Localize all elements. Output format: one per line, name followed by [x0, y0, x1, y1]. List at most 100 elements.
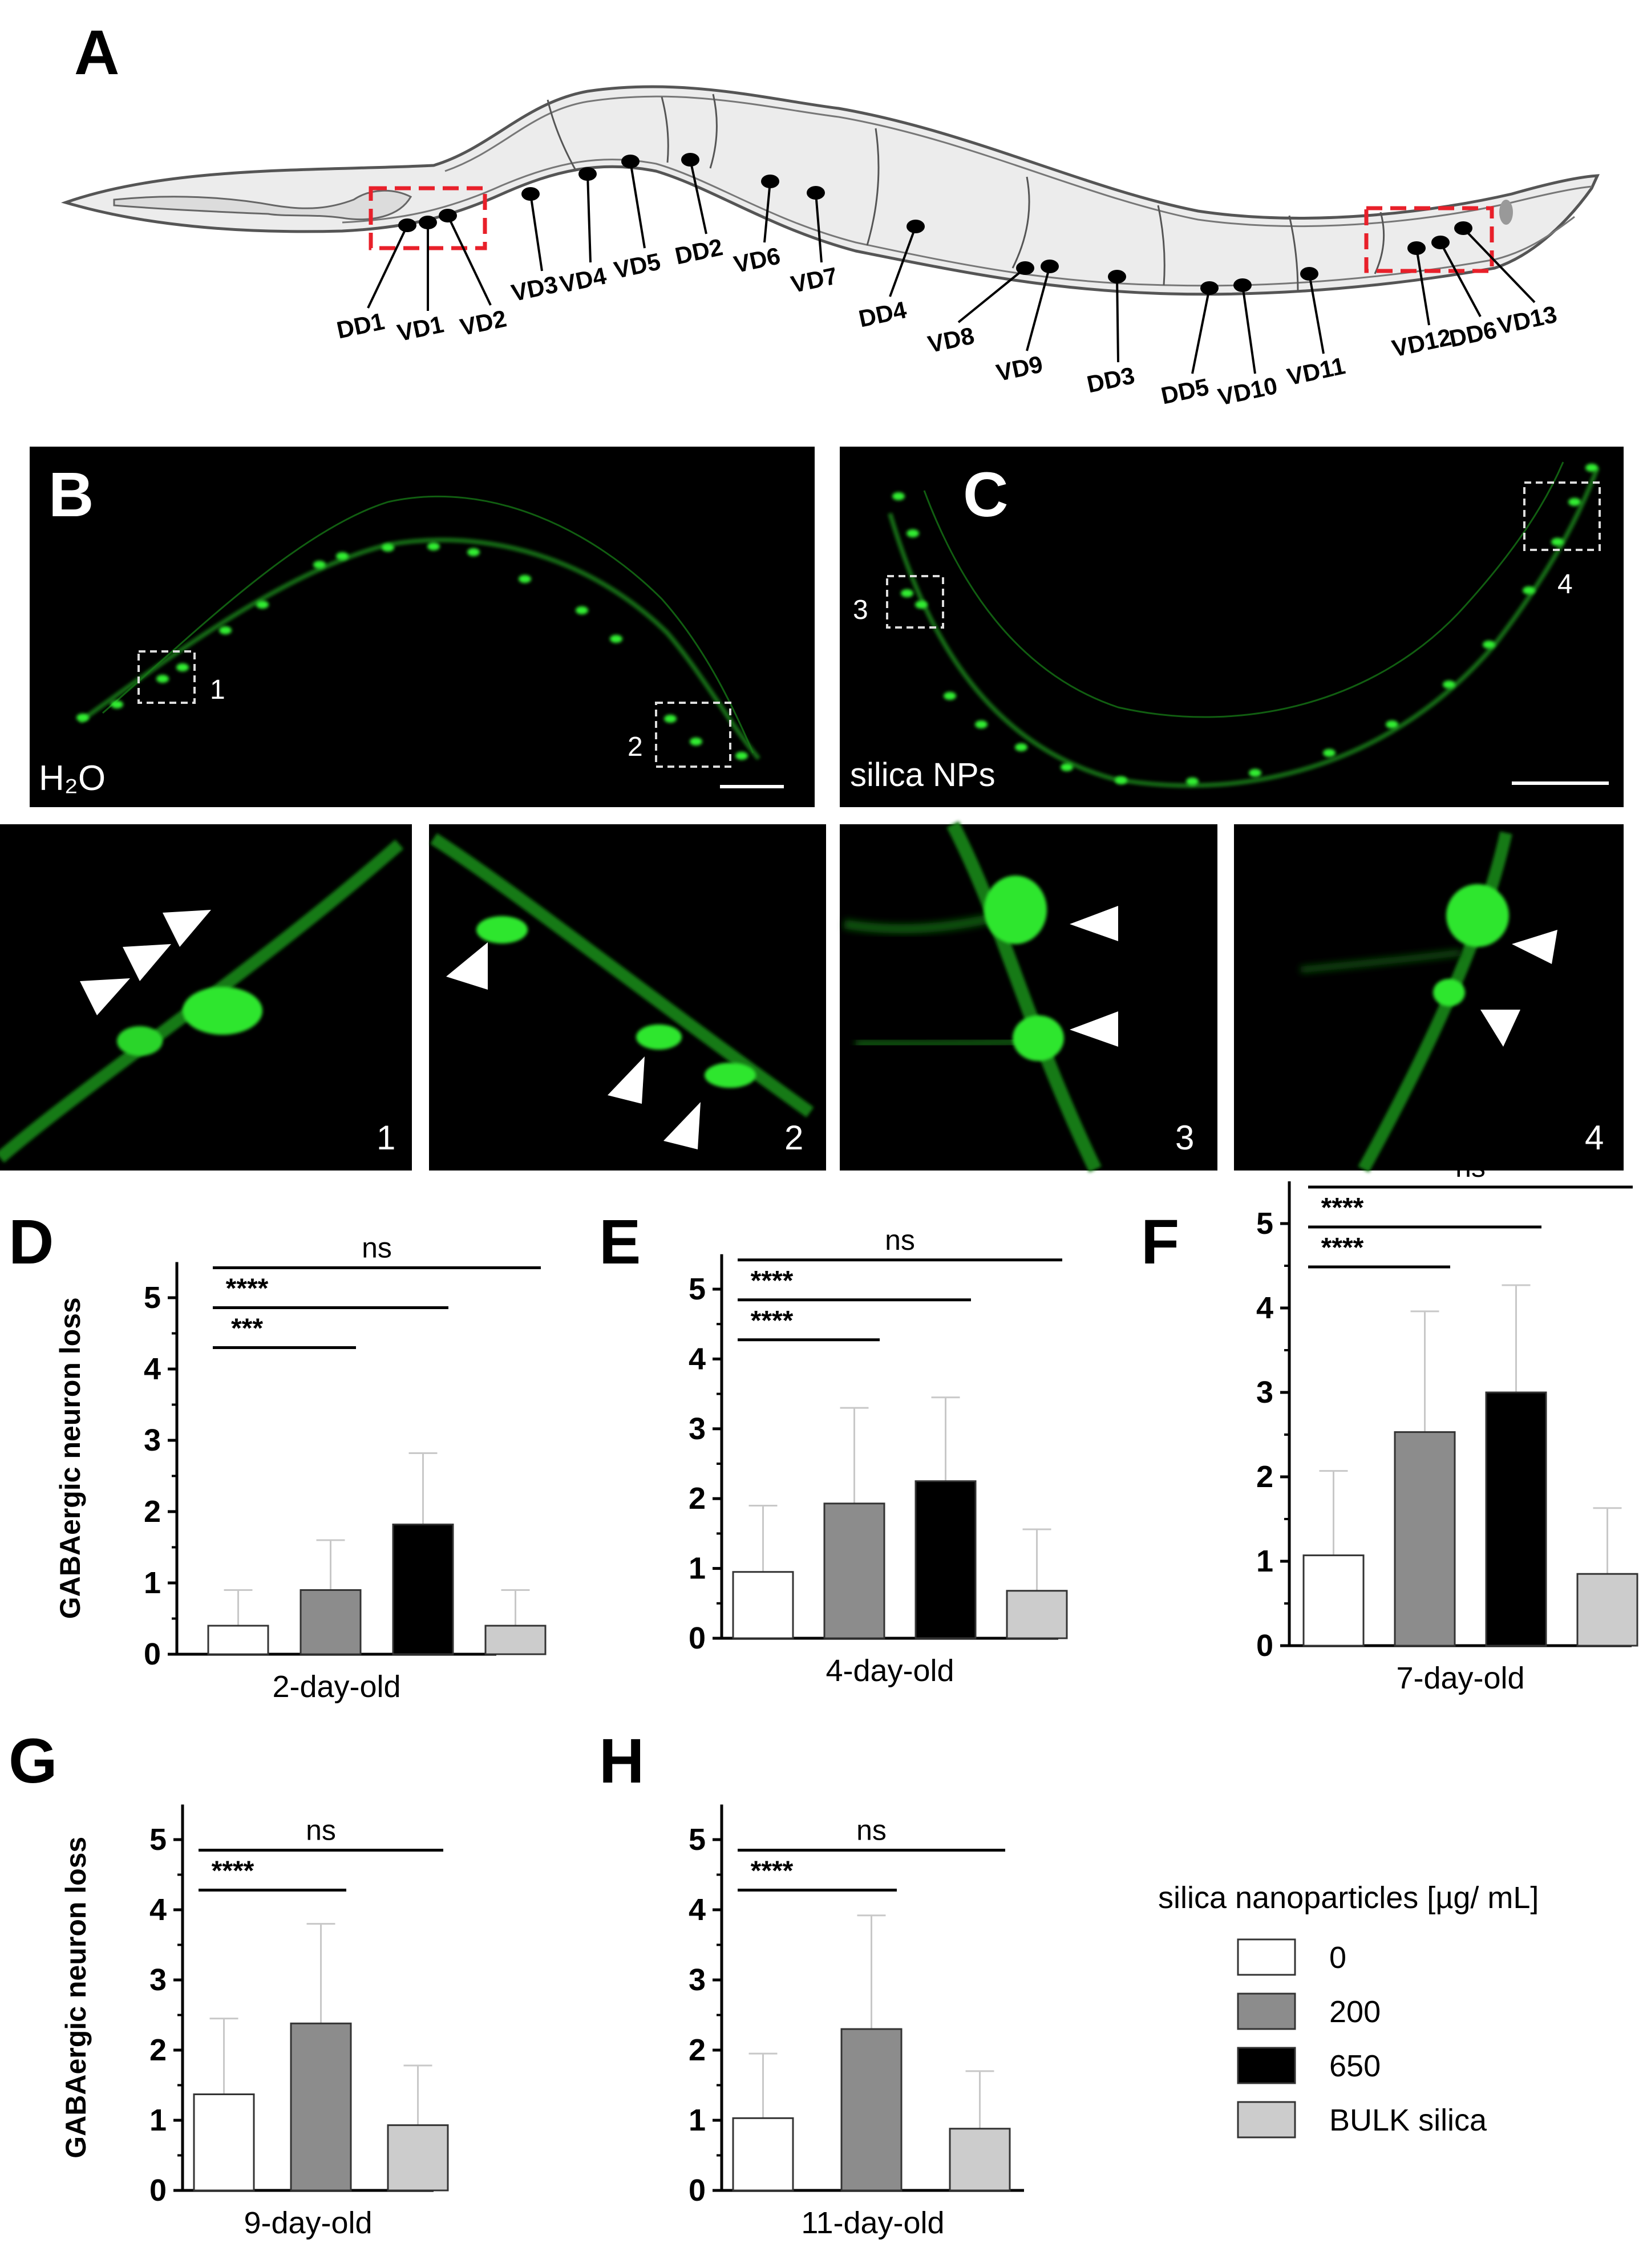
- legend-swatch: [1237, 1992, 1296, 2030]
- micrograph-b-worm-outline: [102, 495, 754, 754]
- significance-label: ****: [751, 1266, 794, 1296]
- fluorescent-neuron: [610, 635, 622, 643]
- x-axis-label: 4-day-old: [826, 1654, 954, 1688]
- legend-label: 650: [1329, 2049, 1381, 2083]
- worm-body: [60, 85, 1600, 296]
- fluorescent-neuron: [111, 700, 123, 708]
- neuron-leader-line: [1116, 276, 1119, 363]
- neuron-cell-body: [621, 155, 640, 168]
- neuron-label: VD4: [557, 262, 609, 298]
- neuron-label: VD13: [1495, 301, 1560, 339]
- bar-bulk-silica: [949, 2128, 1011, 2192]
- arrowhead: [163, 910, 211, 947]
- inset-4: 4: [1234, 824, 1624, 1173]
- legend-swatch: [1237, 1938, 1296, 1976]
- fluorescent-neuron: [313, 561, 326, 569]
- neuron-leader-line: [529, 193, 543, 272]
- neuron-cell-body: [419, 216, 437, 229]
- y-axis-label: GABAergic neuron loss: [60, 1837, 92, 2158]
- inset-box-4-number: 4: [1557, 569, 1573, 600]
- fluorescent-neuron: [1443, 681, 1455, 688]
- bar-0: [732, 2117, 794, 2192]
- neuron-cell-body: [1200, 281, 1219, 295]
- neuron-leader-line: [447, 215, 492, 306]
- significance-label: ***: [231, 1314, 263, 1344]
- inset-box-1: [137, 650, 196, 704]
- legend-items: 0 200 650 BULK silica: [1237, 1938, 1487, 2139]
- y-tick-label: 1: [689, 1552, 706, 1586]
- legend-item: 650: [1237, 2047, 1381, 2084]
- fluorescent-neuron: [1115, 776, 1127, 784]
- fluorescent-neuron: [664, 715, 677, 723]
- neuron-label: VD12: [1390, 323, 1454, 362]
- neuron-label: DD4: [856, 296, 909, 333]
- panel-label-a: A: [74, 18, 119, 88]
- bar-bulk-silica: [1576, 1573, 1638, 1647]
- x-axis-label: 7-day-old: [1396, 1661, 1524, 1695]
- panel-label-b: B: [48, 460, 94, 530]
- neuron-leader-line: [1439, 242, 1482, 317]
- x-axis-label: 11-day-old: [801, 2206, 944, 2240]
- inset-box-2: [655, 702, 731, 768]
- y-tick-label: 3: [689, 1412, 706, 1446]
- neuron-vd4: VD4: [557, 167, 609, 298]
- panel-label-h: H: [599, 1726, 644, 1796]
- magnified-insets: 1 2 3: [0, 821, 1624, 1173]
- y-tick-label: 1: [149, 2103, 167, 2137]
- bar-200: [300, 1589, 362, 1655]
- y-tick-label: 2: [144, 1495, 161, 1529]
- significance-label: ns: [856, 1815, 887, 1846]
- y-tick-label: 4: [689, 1893, 706, 1927]
- fluorescent-neuron: [907, 529, 919, 537]
- y-tick-label: 0: [689, 2173, 706, 2208]
- panel-label-f: F: [1141, 1207, 1179, 1277]
- panel-label-c: C: [963, 460, 1008, 530]
- legend-swatch: [1237, 2101, 1296, 2139]
- micrograph-c-worm-glow: [888, 467, 1600, 788]
- neuron-label: VD9: [994, 350, 1045, 386]
- y-tick-label: 2: [689, 1481, 706, 1516]
- chart-g: 0 1 2 3 4 5 GABAergic neuron loss 9-day-old ****…: [60, 1804, 449, 2240]
- y-tick-label: 0: [689, 1621, 706, 1655]
- neuron-leader-line: [586, 173, 592, 263]
- neuron-leader-line: [1026, 266, 1051, 351]
- fluorescent-neuron: [427, 542, 440, 550]
- worm-segment-line: [1288, 215, 1299, 291]
- inset-box-3: [886, 575, 944, 629]
- worm-segment-line: [1011, 176, 1030, 269]
- worm-segment-line: [547, 99, 577, 172]
- y-tick-label: 5: [149, 1822, 167, 1857]
- neuron-dd5: DD5: [1159, 281, 1219, 410]
- fluorescent-neuron: [1551, 538, 1564, 546]
- neuron-leader-line: [889, 226, 917, 297]
- worm-segment-line: [661, 96, 669, 163]
- y-tick-label: 4: [149, 1893, 167, 1927]
- neuron-label: VD1: [395, 310, 446, 346]
- bar-bulk-silica: [1006, 1590, 1068, 1639]
- inset-box-3-number: 3: [853, 595, 868, 625]
- fluorescent-neuron: [467, 548, 480, 556]
- fluorescent-neuron: [256, 601, 269, 609]
- scale-bar-b: [720, 785, 784, 788]
- y-tick-label: 3: [149, 1963, 167, 1997]
- inset-4-number: 4: [1585, 1119, 1604, 1157]
- y-tick-label: 1: [144, 1566, 161, 1600]
- panel-b-condition-label: H₂O: [39, 759, 106, 798]
- y-tick-label: 5: [689, 1822, 706, 1857]
- neuron-leader-line: [629, 161, 646, 249]
- significance-label: ****: [212, 1856, 254, 1886]
- fluorescent-neuron: [892, 492, 905, 500]
- arrowhead: [80, 978, 130, 1015]
- fluorescent-neuron: [944, 692, 956, 700]
- neuron-label: VD7: [788, 262, 840, 298]
- panel-label-d: D: [9, 1207, 54, 1277]
- neuron-vd10: VD10: [1216, 278, 1280, 411]
- fluorescent-neuron: [975, 720, 988, 728]
- neuron-leader-line: [1241, 285, 1256, 374]
- neuron-label: VD8: [925, 322, 977, 358]
- fluorescent-neuron: [219, 626, 232, 634]
- bar-200: [840, 2028, 903, 2192]
- arrowhead: [1070, 1011, 1118, 1047]
